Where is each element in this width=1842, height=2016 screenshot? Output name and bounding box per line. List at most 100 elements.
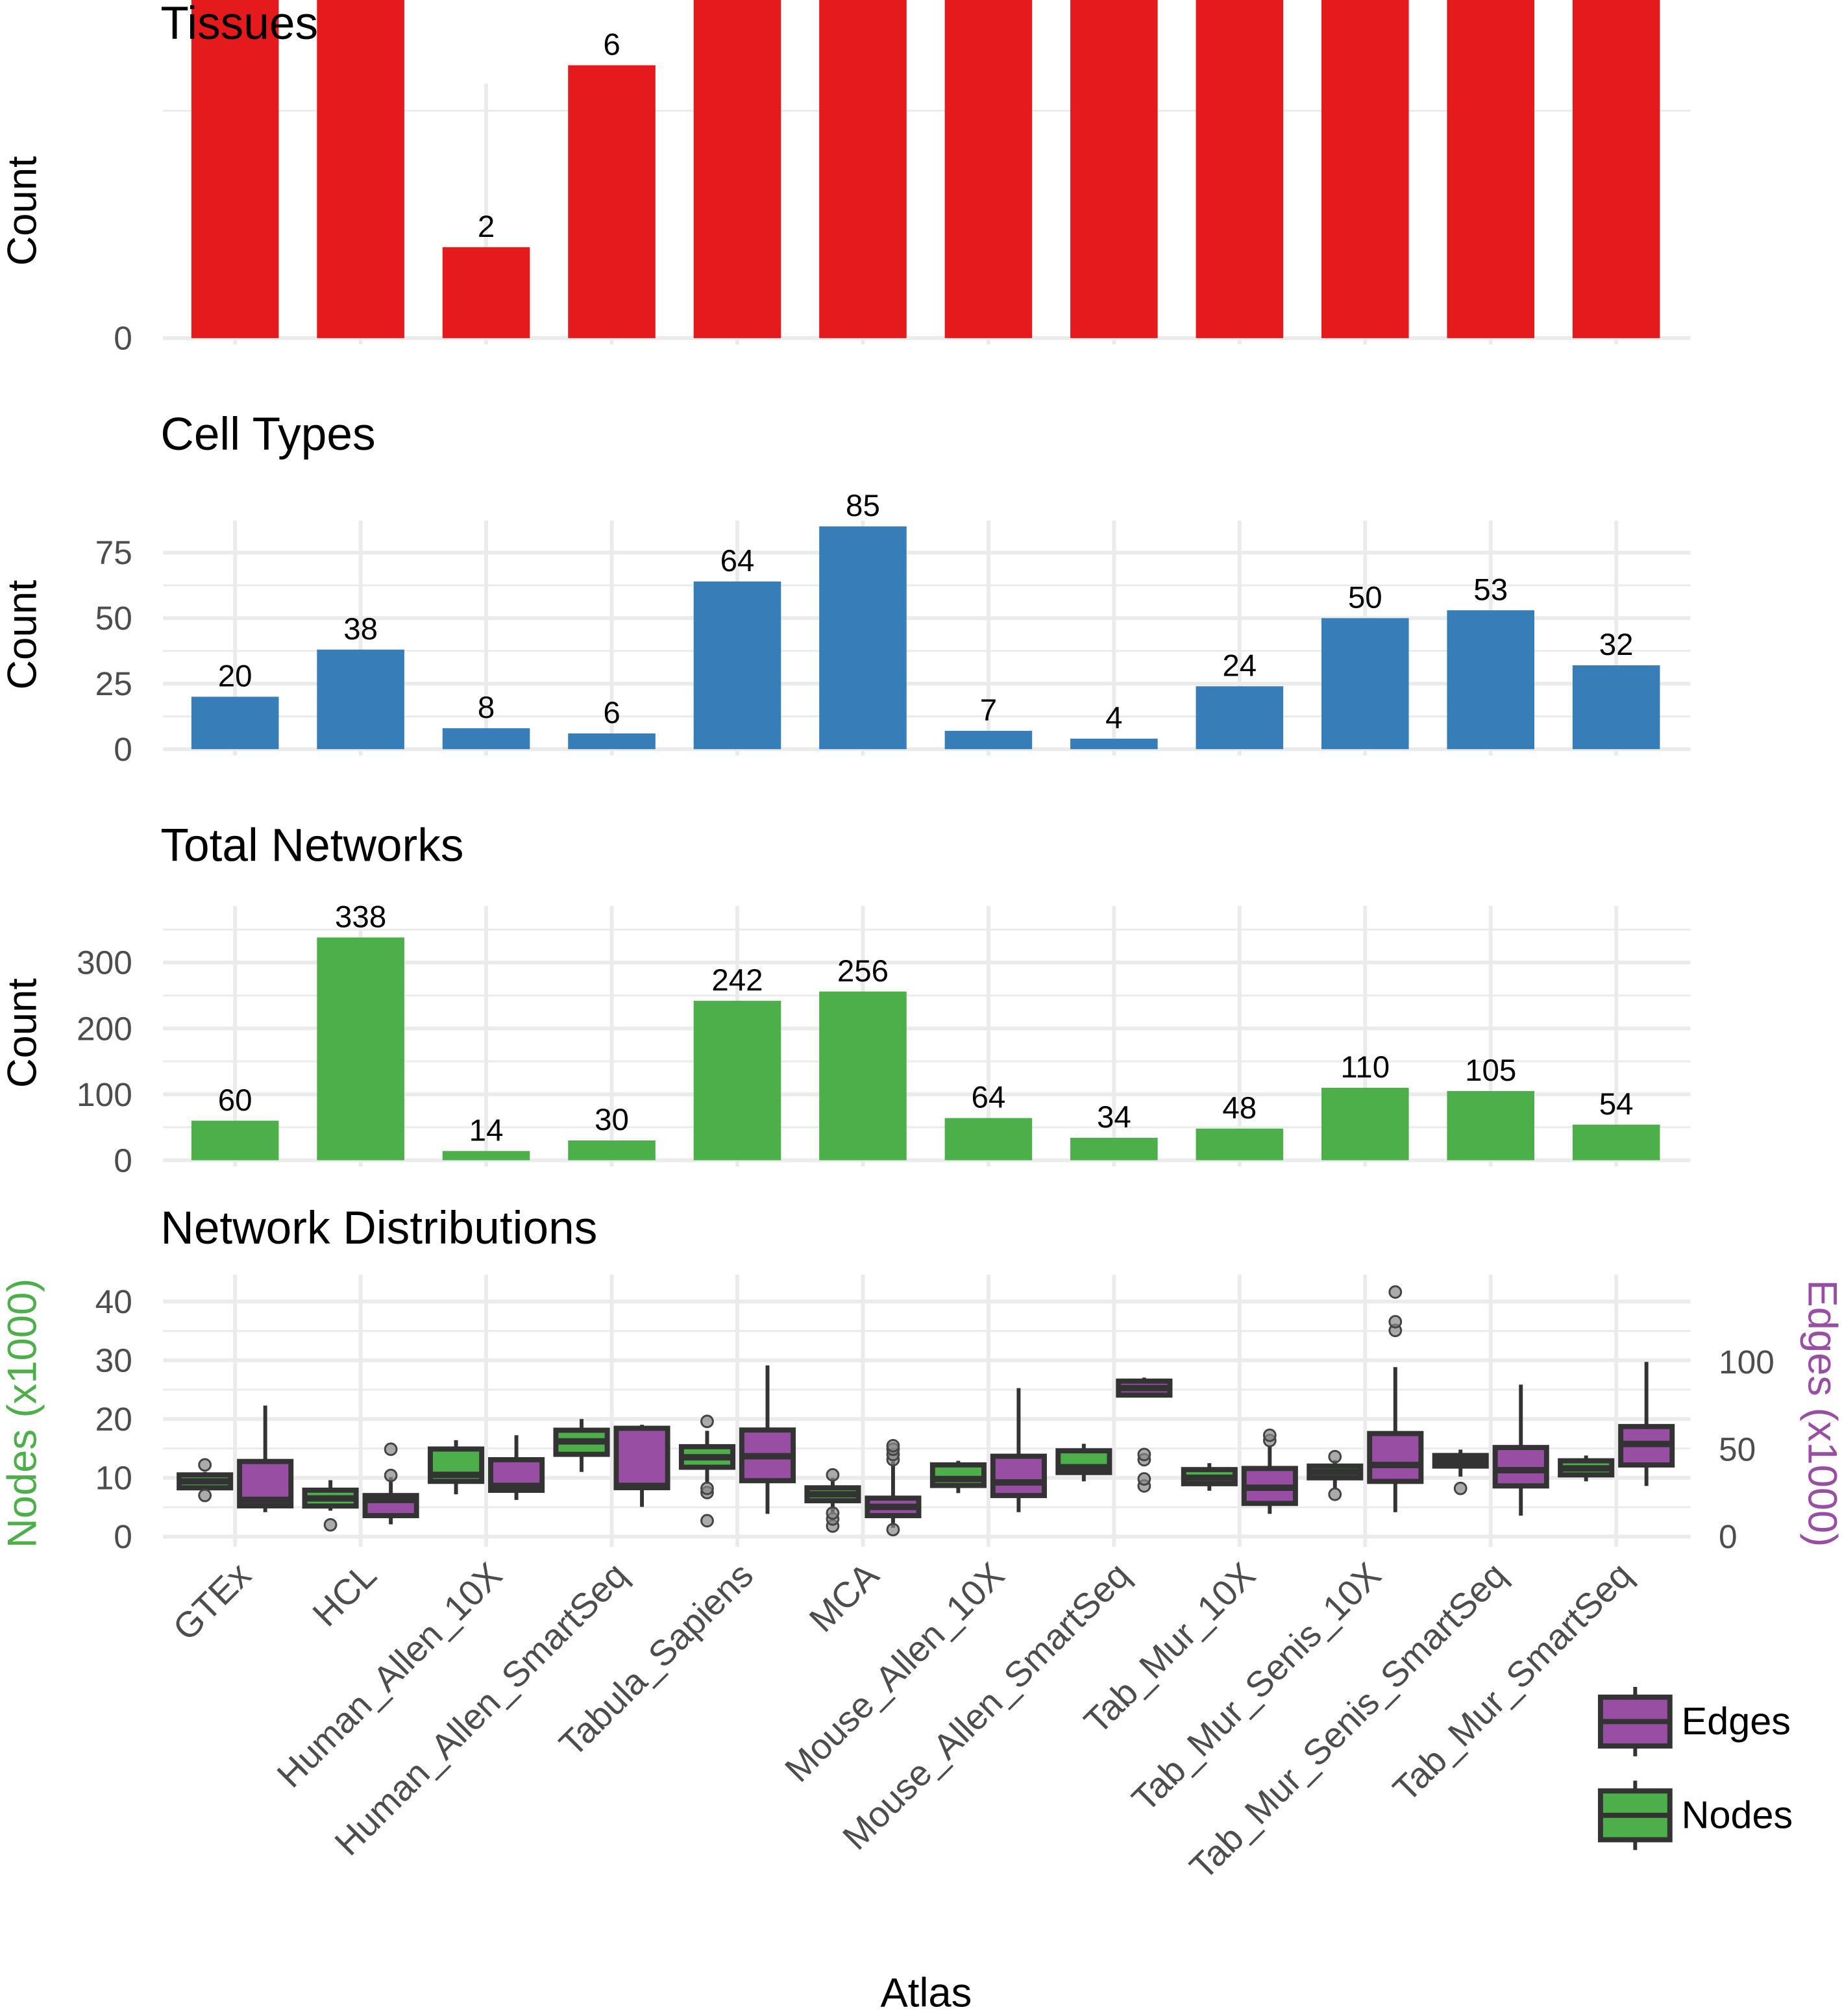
bar-value-label: 14	[469, 1113, 504, 1148]
x-tick-label: GTEx	[165, 1555, 258, 1648]
y-tick-label: 0	[114, 730, 132, 768]
boxplot-edges	[362, 1442, 419, 1525]
bar	[693, 1000, 781, 1161]
bar	[317, 937, 404, 1161]
bar-value-label: 64	[720, 544, 755, 578]
bar	[191, 1120, 279, 1161]
bar	[317, 649, 404, 750]
bar-value-label: 20	[218, 659, 252, 694]
y-axis-label-right: Edges (x1000)	[1800, 1279, 1842, 1547]
legend-item-edges: Edges	[1597, 1686, 1791, 1756]
y-axis-label-left: Nodes (x1000)	[0, 1279, 45, 1548]
bar-value-label: 105	[1465, 1053, 1516, 1088]
bar	[1196, 0, 1284, 338]
y-axis-label: Count	[0, 978, 45, 1088]
y-tick-label-left: 30	[95, 1342, 132, 1379]
legend-item-nodes: Nodes	[1597, 1780, 1793, 1850]
bar-value-label: 53	[1473, 572, 1508, 607]
bar	[191, 0, 279, 338]
y-tick-label: 300	[77, 944, 132, 981]
panel-title: Cell Types	[160, 409, 375, 460]
bar-value-label: 242	[711, 963, 763, 998]
y-axis-label: Count	[0, 580, 45, 689]
bar	[944, 0, 1033, 338]
outlier-point	[323, 1518, 338, 1532]
outlier-point	[1328, 1449, 1342, 1464]
x-tick-label: Human_Allen_10X	[269, 1555, 510, 1795]
x-axis-label: Atlas	[881, 1971, 972, 2016]
outlier-point	[1262, 1428, 1277, 1442]
x-tick-label: Tab_Mur_SmartSeq	[1385, 1555, 1639, 1809]
bar-value-label: 30	[595, 1103, 629, 1137]
y-tick-label: 100	[77, 1076, 132, 1113]
boxplot-edges	[1241, 1428, 1298, 1514]
y-tick-label: 0	[114, 319, 132, 357]
x-tick-label: Tab_Mur_Senis_10X	[1124, 1555, 1389, 1819]
bar	[442, 1151, 530, 1161]
bar-value-label: 6	[603, 696, 620, 730]
box	[1367, 1431, 1424, 1484]
bar	[568, 1140, 656, 1161]
bar-value-label: 60	[218, 1083, 252, 1118]
boxplot-edges	[488, 1435, 545, 1500]
outlier-point	[886, 1439, 900, 1453]
boxplot-nodes	[1432, 1449, 1489, 1495]
bar	[1447, 610, 1535, 750]
outlier-point	[198, 1458, 212, 1472]
outlier-point	[826, 1468, 840, 1482]
bar-value-label: 32	[1599, 628, 1634, 662]
y-tick-label-left: 10	[95, 1459, 132, 1497]
boxplot-edges	[1492, 1384, 1549, 1516]
panel-title: Tissues	[160, 0, 318, 49]
bar	[568, 733, 656, 750]
bar	[1572, 1124, 1660, 1161]
outlier-point	[384, 1468, 398, 1482]
boxplot-edges	[1367, 1285, 1424, 1512]
bar	[317, 0, 404, 338]
bar	[1196, 1128, 1284, 1161]
bar	[1447, 0, 1535, 338]
y-tick-label-right: 0	[1719, 1518, 1738, 1555]
boxplot-edges	[1116, 1377, 1173, 1493]
bar	[693, 581, 781, 750]
y-tick-label: 0	[114, 1141, 132, 1179]
boxplot-nodes	[1558, 1455, 1615, 1482]
boxplot-nodes	[804, 1468, 861, 1533]
y-tick-label-left: 20	[95, 1400, 132, 1438]
bar	[1321, 0, 1409, 338]
panel-cell-types: 0 25 50 75 20 38 8 6 64 85 7 4 24 50 53 32 Cell Types Cou…	[0, 409, 1691, 768]
outlier-point	[700, 1481, 714, 1495]
bar	[1196, 686, 1284, 750]
box	[1492, 1445, 1549, 1489]
y-tick-label: 25	[95, 665, 132, 702]
bar	[819, 0, 907, 338]
bar-value-label: 85	[846, 489, 880, 523]
boxplot-edges	[990, 1388, 1047, 1512]
boxplot-nodes	[1181, 1463, 1238, 1491]
boxplot-edges	[237, 1405, 294, 1512]
boxplot-edges	[613, 1425, 670, 1507]
y-tick-label-right: 50	[1719, 1431, 1756, 1468]
outlier-point	[198, 1488, 212, 1503]
bar	[442, 247, 530, 338]
outlier-point	[700, 1514, 714, 1528]
bar	[1572, 0, 1660, 338]
bar	[1070, 1138, 1158, 1161]
boxplot-nodes	[177, 1458, 234, 1503]
outlier-point	[826, 1506, 840, 1520]
box	[990, 1453, 1047, 1499]
x-tick-label: MCA	[802, 1555, 887, 1640]
x-tick-label: HCL	[305, 1555, 384, 1634]
outlier-point	[886, 1523, 900, 1537]
x-tick-label: Mouse_Allen_10X	[777, 1555, 1012, 1789]
bar	[944, 730, 1033, 750]
boxplot-nodes	[929, 1460, 987, 1494]
panel-tissues: 01020304050849262428151512161816TissuesC…	[0, 0, 1691, 357]
boxplot-nodes	[1307, 1449, 1364, 1501]
boxplot-nodes	[1055, 1444, 1112, 1482]
outlier-point	[1388, 1314, 1403, 1329]
y-tick-label-left: 40	[95, 1283, 132, 1320]
y-axis-label: Count	[0, 156, 45, 265]
bar-value-label: 34	[1097, 1100, 1131, 1135]
